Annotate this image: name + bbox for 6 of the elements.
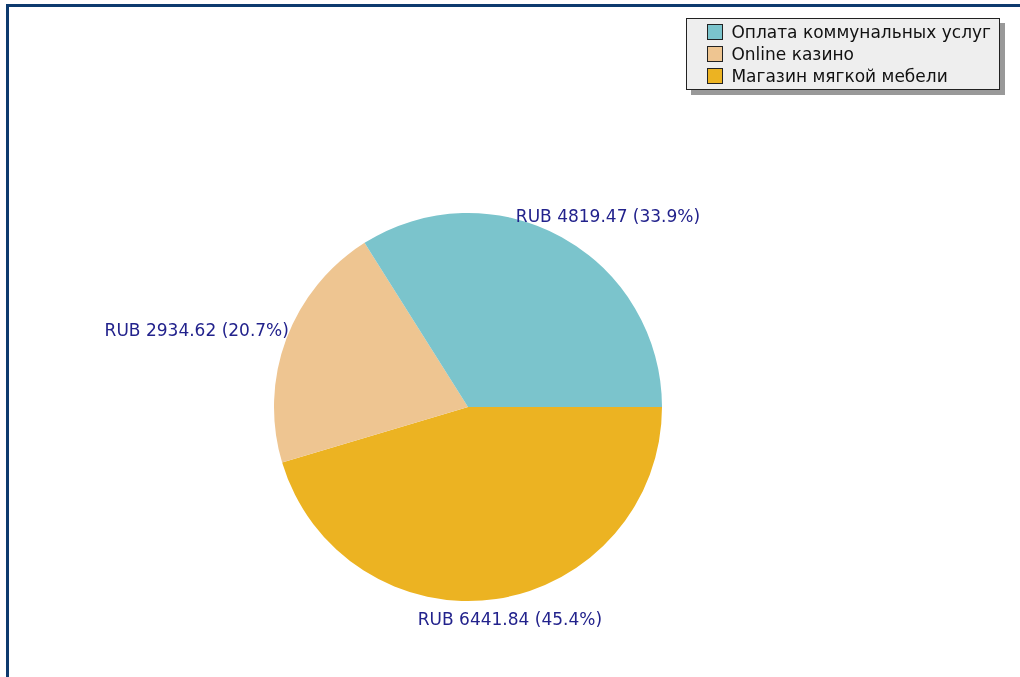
data-label: RUB 2934.62 (20.7%) (104, 319, 289, 340)
legend-label: Оплата коммунальных услуг (731, 21, 991, 43)
legend-label: Online казино (731, 43, 854, 65)
legend-label: Магазин мягкой мебели (731, 65, 948, 87)
data-label: RUB 4819.47 (33.9%) (515, 206, 701, 227)
data-label: RUB 6441.84 (45.4%) (417, 609, 603, 630)
